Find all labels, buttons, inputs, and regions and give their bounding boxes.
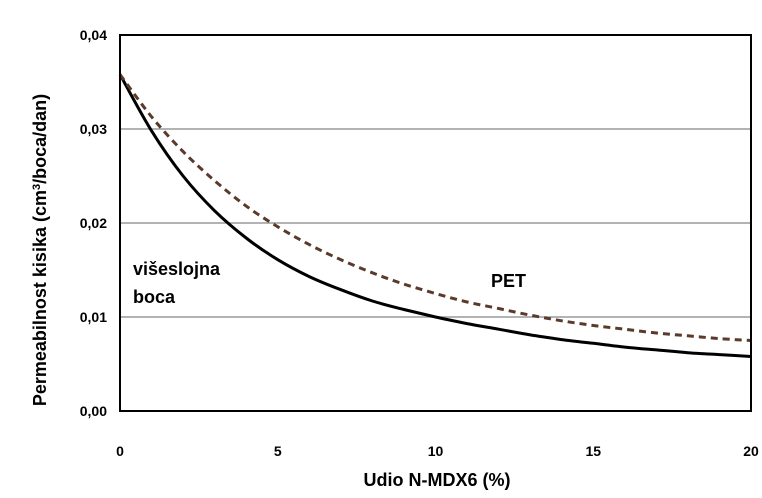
- series-layer: [118, 73, 752, 358]
- y-tick-label: 0,03: [80, 121, 107, 137]
- y-axis-title-rest: /boca/dan): [30, 94, 50, 184]
- y-tick-label: 0,02: [80, 215, 107, 231]
- y-axis-title-main: Permeabilnost kisika (cm: [30, 190, 50, 406]
- annotation-multilayer-line2: boca: [133, 287, 176, 307]
- x-tick-label: 20: [743, 443, 759, 459]
- y-axis-title: Permeabilnost kisika (cm3/boca/dan): [30, 94, 50, 406]
- annotation-multilayer-line1: višeslojna: [133, 259, 221, 279]
- y-tick-label: 0,00: [80, 403, 107, 419]
- x-tick-label: 5: [274, 443, 282, 459]
- gridlines: [120, 128, 751, 318]
- x-tick-label: 15: [585, 443, 601, 459]
- plot-area-frame: [119, 34, 752, 412]
- x-tick-label: 10: [428, 443, 444, 459]
- annotation-pet: PET: [491, 271, 526, 291]
- series-line-multilayer: [118, 73, 752, 358]
- series-line-pet: [118, 73, 752, 342]
- tick-labels: 0,00 0,01 0,02 0,03 0,04 0 5 10 15 20: [80, 27, 759, 459]
- y-axis-title-superscript: 3: [31, 184, 43, 190]
- y-tick-label: 0,04: [80, 27, 107, 43]
- x-axis-title: Udio N-MDX6 (%): [364, 470, 511, 490]
- y-tick-label: 0,01: [80, 309, 107, 325]
- x-tick-label: 0: [116, 443, 124, 459]
